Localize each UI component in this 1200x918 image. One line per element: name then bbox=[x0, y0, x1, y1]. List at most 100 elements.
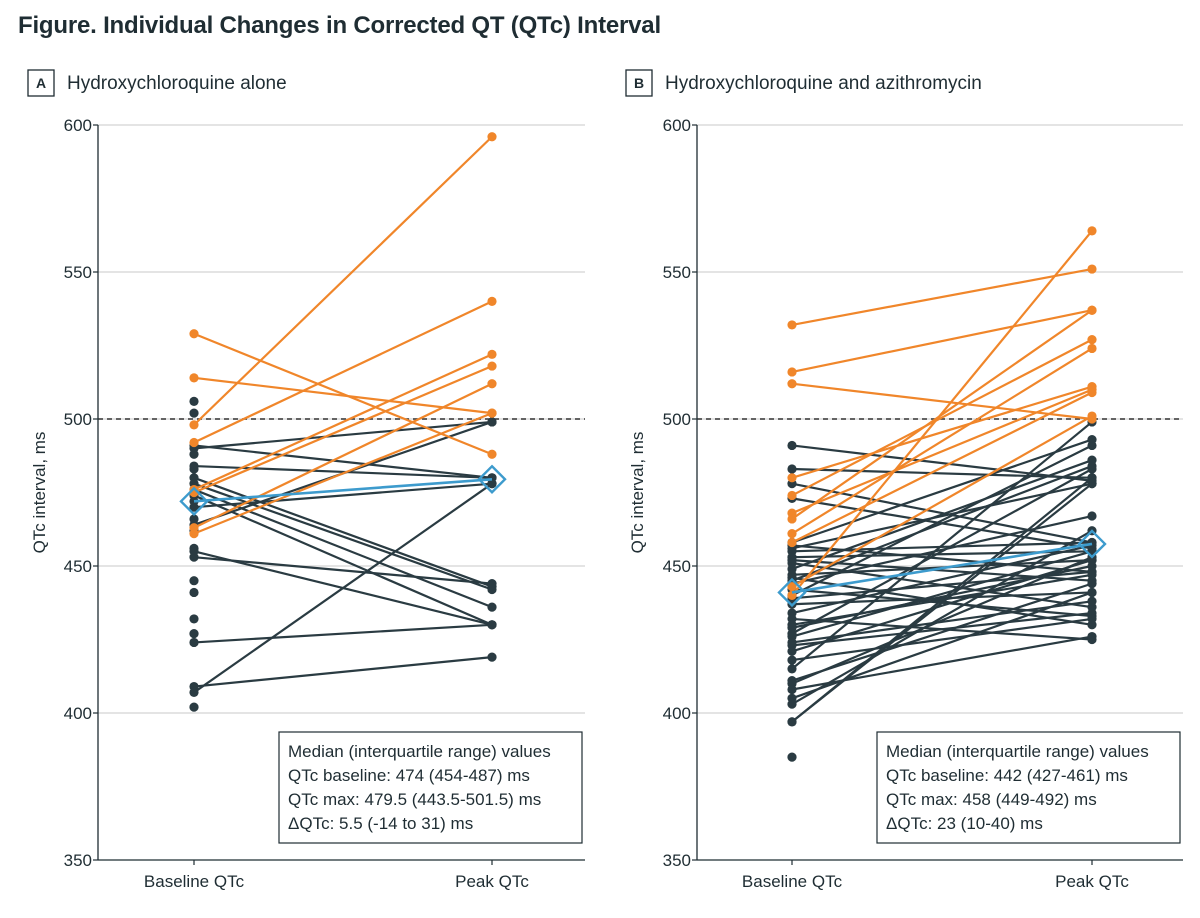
x-category-label: Baseline QTc bbox=[742, 872, 843, 891]
patient-line bbox=[791, 468, 1093, 635]
y-axis-label: QTc interval, ms bbox=[628, 432, 647, 554]
stats-box-frame bbox=[876, 731, 1181, 844]
baseline-point bbox=[189, 329, 199, 339]
y-tick-label: 400 bbox=[663, 704, 691, 723]
patient-series-above-500 bbox=[787, 343, 1097, 539]
baseline-point bbox=[189, 614, 199, 624]
baseline-point bbox=[189, 461, 199, 471]
stats-title: Median (interquartile range) values bbox=[288, 742, 551, 761]
baseline-point bbox=[787, 581, 797, 592]
peak-point bbox=[1087, 596, 1097, 606]
peak-point bbox=[487, 379, 497, 389]
panel-letter-box bbox=[625, 69, 653, 97]
stats-baseline: QTc baseline: 442 (427-461) ms bbox=[886, 766, 1128, 785]
y-tick-label: 550 bbox=[64, 263, 92, 282]
y-tick-label: 350 bbox=[663, 851, 691, 870]
x-category-label: Baseline QTc bbox=[144, 872, 245, 891]
patient-line bbox=[791, 611, 1093, 647]
panel-title: Hydroxychloroquine and azithromycin bbox=[665, 73, 982, 94]
peak-point bbox=[487, 652, 497, 662]
patient-line bbox=[791, 385, 1093, 479]
median-series bbox=[179, 464, 507, 517]
y-axis-label: QTc interval, ms bbox=[30, 432, 49, 554]
peak-point bbox=[1087, 343, 1097, 354]
patient-line bbox=[791, 465, 1093, 582]
patient-line bbox=[791, 444, 1093, 597]
baseline-point bbox=[787, 717, 797, 727]
patient-line bbox=[193, 135, 493, 426]
peak-point bbox=[1087, 440, 1097, 451]
baseline-point bbox=[787, 473, 797, 483]
baseline-point bbox=[787, 664, 797, 674]
baseline-point bbox=[787, 440, 797, 451]
patient-line bbox=[791, 438, 1093, 544]
peak-point bbox=[1087, 264, 1097, 274]
patient-line bbox=[791, 347, 1093, 535]
patient-line bbox=[791, 514, 1093, 585]
y-tick-label: 450 bbox=[663, 557, 691, 576]
median-peak-marker bbox=[477, 464, 507, 494]
patient-line bbox=[193, 656, 493, 688]
patient-line bbox=[193, 353, 493, 491]
baseline-point bbox=[189, 637, 199, 648]
y-tick-label: 500 bbox=[64, 410, 92, 429]
stats-title: Median (interquartile range) values bbox=[886, 742, 1149, 761]
baseline-point bbox=[189, 552, 199, 562]
baseline-point bbox=[189, 408, 199, 418]
patient-series-above-500 bbox=[189, 132, 497, 430]
baseline-point bbox=[787, 490, 797, 501]
patient-series-above-500 bbox=[189, 379, 497, 533]
chart-panel-b: B Hydroxychloroquine and azithromycin 350 4… bbox=[625, 69, 1183, 891]
peak-point bbox=[487, 449, 497, 459]
peak-point bbox=[487, 579, 497, 589]
peak-point bbox=[1087, 570, 1097, 580]
patient-line bbox=[193, 365, 493, 494]
stats-baseline: QTc baseline: 474 (454-487) ms bbox=[288, 766, 530, 785]
y-tick-label: 550 bbox=[663, 263, 691, 282]
patient-line bbox=[791, 309, 1093, 374]
peak-point bbox=[1087, 335, 1097, 345]
baseline-point bbox=[787, 646, 797, 656]
baseline-point bbox=[787, 699, 797, 709]
median-line bbox=[791, 542, 1093, 594]
stats-box-frame bbox=[278, 731, 583, 844]
patient-series-above-500 bbox=[189, 408, 497, 539]
patient-line bbox=[791, 550, 1093, 638]
baseline-point bbox=[787, 684, 797, 695]
patient-series-above-500 bbox=[189, 329, 497, 459]
peak-point bbox=[487, 361, 497, 371]
patient-series-above-500 bbox=[189, 296, 497, 448]
peak-point bbox=[1087, 411, 1097, 421]
baseline-point bbox=[189, 629, 199, 639]
patient-line bbox=[791, 444, 1093, 482]
panel-letter-box bbox=[27, 69, 55, 97]
patient-line bbox=[193, 412, 493, 535]
patient-line bbox=[791, 421, 1093, 670]
peak-point bbox=[1087, 473, 1097, 483]
peak-point bbox=[487, 296, 497, 306]
stats-box: Median (interquartile range) values QTc b… bbox=[278, 731, 583, 844]
patient-series bbox=[189, 552, 497, 589]
x-category-label: Peak QTc bbox=[455, 872, 529, 891]
patient-line bbox=[791, 556, 1093, 685]
baseline-point bbox=[787, 464, 797, 474]
peak-point bbox=[487, 479, 497, 489]
peak-point bbox=[1087, 511, 1097, 521]
stats-max: QTc max: 479.5 (443.5-501.5) ms bbox=[288, 790, 541, 809]
median-baseline-marker bbox=[179, 486, 209, 517]
patient-series bbox=[787, 473, 1097, 727]
y-tick-label: 600 bbox=[663, 116, 691, 135]
peak-point bbox=[487, 132, 497, 142]
peak-point bbox=[487, 417, 497, 427]
patient-line bbox=[791, 544, 1093, 615]
patient-series-above-500 bbox=[787, 411, 1097, 592]
patient-line bbox=[791, 388, 1093, 515]
baseline-point bbox=[787, 367, 797, 377]
y-tick-label: 350 bbox=[64, 851, 92, 870]
patient-line bbox=[791, 415, 1093, 588]
patient-series-above-500 bbox=[787, 264, 1097, 330]
x-category-label: Peak QTc bbox=[1055, 872, 1129, 891]
patient-series bbox=[189, 620, 497, 648]
peak-point bbox=[1087, 614, 1097, 624]
